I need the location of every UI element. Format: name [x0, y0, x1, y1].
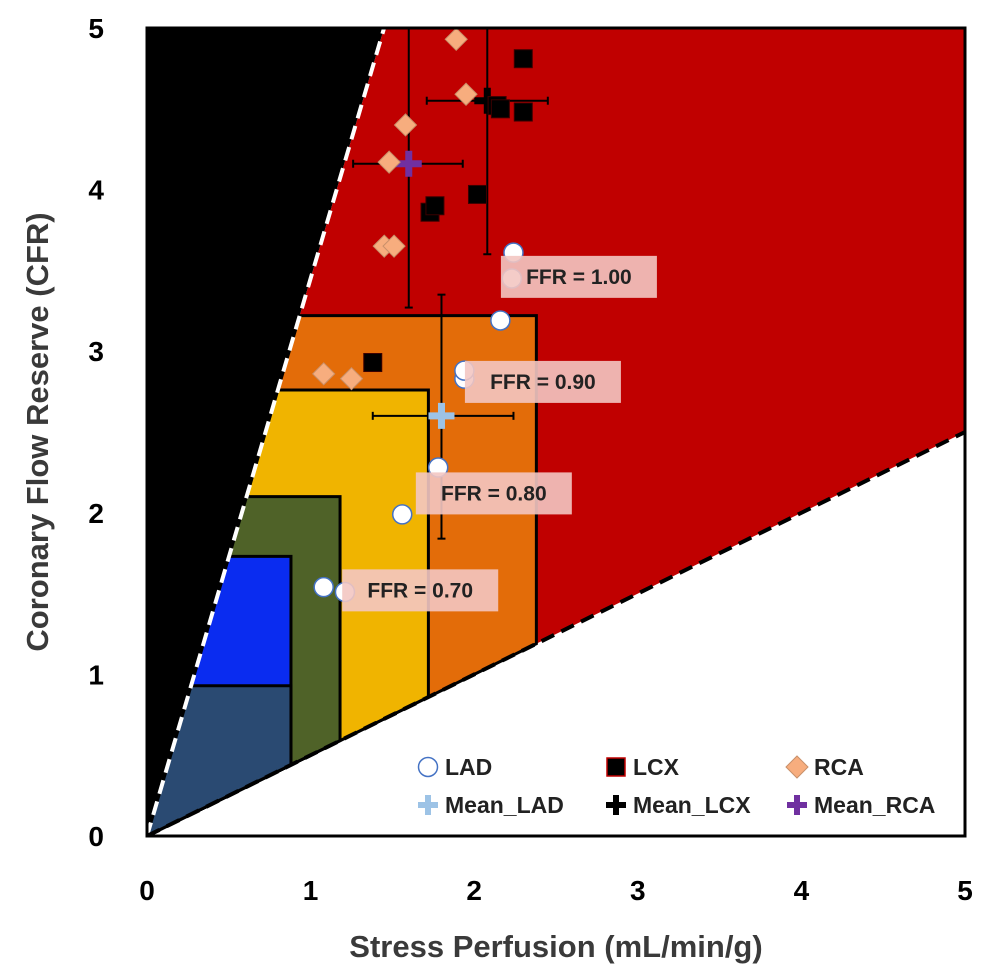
legend-label: Mean_LCX — [633, 792, 751, 818]
lad-point — [490, 310, 511, 331]
legend-item: RCA — [785, 754, 864, 780]
lcx-point — [513, 102, 533, 122]
lad-point — [313, 576, 334, 598]
y-tick-label: 0 — [88, 821, 104, 852]
ffr-label-text: FFR = 0.70 — [367, 579, 473, 602]
legend-cross-icon — [606, 795, 626, 815]
legend-cross-icon — [418, 795, 438, 815]
legend-label: Mean_RCA — [814, 792, 935, 818]
rca-point — [377, 150, 401, 174]
mean-marker — [474, 87, 501, 114]
ffr-label-text: FFR = 0.80 — [441, 482, 547, 505]
legend-diamond-icon — [785, 755, 809, 779]
y-tick-label: 4 — [88, 175, 104, 206]
lcx-point — [490, 99, 510, 119]
plot-frame — [145, 26, 967, 838]
legend-item: Mean_LAD — [418, 792, 564, 818]
x-tick-label: 0 — [139, 875, 155, 906]
ffr-label-box — [464, 360, 621, 403]
lowest-zone — [147, 684, 293, 836]
ffr-label-box — [500, 255, 657, 298]
x-tick-label: 5 — [957, 875, 973, 906]
ffr-label: FFR = 0.80 — [415, 472, 572, 515]
y-axis-title: Coronary Flow Reserve (CFR) — [20, 212, 55, 651]
ffr-label: FFR = 1.00 — [500, 255, 657, 298]
x-axis-title: Stress Perfusion (mL/min/g) — [349, 929, 762, 964]
ffr-label-box — [342, 569, 499, 612]
y-axis-ticks: 0 1 2 3 4 5 — [88, 13, 104, 852]
y-tick-label: 2 — [88, 498, 104, 529]
ffr-label: FFR = 0.90 — [464, 360, 621, 403]
legend-item: LCX — [606, 754, 680, 780]
series-rca — [311, 28, 478, 391]
ffr-labels: FFR = 1.00 FFR = 0.90 FFR = 0.80 FFR = 0.70 — [342, 255, 657, 612]
ffr-label: FFR = 0.70 — [342, 569, 499, 612]
x-tick-label: 4 — [794, 875, 810, 906]
mean-mean-rca — [352, 28, 464, 309]
x-tick-label: 1 — [303, 875, 319, 906]
x-tick-label: 3 — [630, 875, 646, 906]
black-boundary-line — [147, 28, 387, 836]
mean-marker — [395, 150, 422, 177]
legend-label: LAD — [445, 754, 492, 780]
legend-item: LAD — [417, 754, 492, 780]
rca-point — [444, 28, 468, 52]
legend-label: Mean_LAD — [445, 792, 564, 818]
y-tick-label: 5 — [88, 13, 104, 44]
lcx-point — [363, 353, 383, 373]
rca-point — [311, 362, 336, 386]
mean-marker — [428, 402, 455, 429]
rca-point — [393, 113, 418, 137]
ffr-label-box — [415, 472, 572, 515]
legend-cross-icon — [787, 795, 807, 815]
lcx-point — [425, 196, 445, 216]
x-axis-ticks: 0 1 2 3 4 5 — [139, 875, 973, 906]
white-boundary-line — [147, 430, 965, 836]
x-tick-label: 2 — [466, 875, 482, 906]
legend-label: RCA — [814, 754, 864, 780]
legend: LAD LCX RCA Mean_LAD Mean_LCX Mean_RCA — [417, 754, 935, 818]
legend-circle-icon — [417, 756, 439, 778]
mean-mean-lcx — [425, 28, 549, 256]
lad-point — [391, 504, 413, 525]
legend-label: LCX — [633, 754, 680, 780]
series-lcx — [363, 49, 533, 373]
legend-square-icon — [606, 757, 626, 777]
legend-item: Mean_LCX — [606, 792, 751, 818]
lcx-point — [467, 184, 487, 204]
rca-point — [454, 82, 478, 106]
ffr-label-text: FFR = 1.00 — [526, 266, 632, 289]
plot-area — [147, 28, 965, 836]
legend-item: Mean_RCA — [787, 792, 935, 818]
rca-point — [382, 234, 406, 258]
rca-point — [339, 366, 364, 391]
y-tick-label: 3 — [88, 336, 104, 367]
y-tick-label: 1 — [88, 659, 104, 690]
ffr-label-text: FFR = 0.90 — [490, 371, 596, 394]
lcx-point — [513, 49, 533, 69]
